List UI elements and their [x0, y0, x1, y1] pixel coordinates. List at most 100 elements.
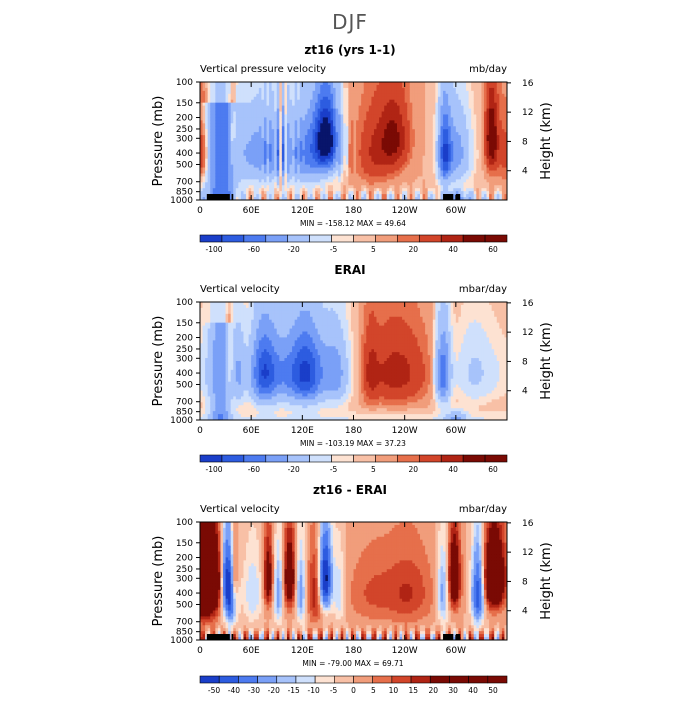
heatmap-cell [410, 162, 413, 165]
heatmap-cell [213, 135, 216, 138]
heatmap-cell [310, 120, 313, 123]
heatmap-cell [410, 112, 413, 115]
heatmap-cell [469, 123, 472, 126]
heatmap-cell [389, 88, 392, 91]
heatmap-cell [387, 147, 390, 150]
heatmap-cell [307, 153, 310, 156]
heatmap-cell [471, 176, 474, 179]
heatmap-cell [302, 138, 305, 141]
heatmap-cell [382, 120, 385, 123]
heatmap-cell [318, 171, 321, 174]
heatmap-cell [300, 185, 303, 188]
heatmap-cell [417, 179, 420, 182]
heatmap-cell [310, 103, 313, 106]
heatmap-cell [492, 126, 495, 129]
heatmap-cell [343, 162, 346, 165]
heatmap-cell [325, 103, 328, 106]
heatmap-cell [435, 132, 438, 135]
heatmap-cell [254, 144, 257, 147]
heatmap-cell [348, 114, 351, 117]
heatmap-cell [453, 123, 456, 126]
colorbar-box [354, 235, 376, 242]
heatmap-cell [415, 159, 418, 162]
heatmap-cell [446, 103, 449, 106]
heatmap-cell [343, 156, 346, 159]
heatmap-cell [231, 106, 234, 109]
heatmap-cell [325, 165, 328, 168]
heatmap-cell [351, 153, 354, 156]
heatmap-cell [341, 114, 344, 117]
heatmap-cell [384, 185, 387, 188]
heatmap-cell [497, 135, 500, 138]
heatmap-cell [433, 103, 436, 106]
heatmap-cell [499, 100, 502, 103]
heatmap-cell [220, 147, 223, 150]
heatmap-cell [397, 182, 400, 185]
heatmap-cell [443, 153, 446, 156]
heatmap-cell [392, 97, 395, 100]
heatmap-cell [325, 114, 328, 117]
heatmap-cell [213, 129, 216, 132]
heatmap-cell [410, 173, 413, 176]
heatmap-cell [238, 135, 241, 138]
heatmap-cell [433, 179, 436, 182]
heatmap-cell [456, 129, 459, 132]
heatmap-cell [295, 194, 298, 197]
heatmap-cell [236, 120, 239, 123]
heatmap-cell [387, 100, 390, 103]
heatmap-cell [456, 97, 459, 100]
heatmap-cell [377, 94, 380, 97]
heatmap-cell [402, 106, 405, 109]
heatmap-cell [474, 171, 477, 174]
heatmap-cell [412, 123, 415, 126]
heatmap-cell [394, 194, 397, 197]
heatmap-cell [466, 103, 469, 106]
heatmap-cell [415, 176, 418, 179]
heatmap-cell [236, 171, 239, 174]
heatmap-cell [361, 147, 364, 150]
heatmap-cell [397, 150, 400, 153]
heatmap-cell [210, 82, 213, 85]
heatmap-cell [233, 141, 236, 144]
heatmap-cell [382, 126, 385, 129]
heatmap-cell [479, 117, 482, 120]
heatmap-cell [484, 94, 487, 97]
heatmap-cell [264, 150, 267, 153]
heatmap-cell [438, 156, 441, 159]
heatmap-cell [438, 85, 441, 88]
heatmap-cell [330, 171, 333, 174]
heatmap-cell [389, 179, 392, 182]
heatmap-cell [379, 147, 382, 150]
heatmap-cell [251, 114, 254, 117]
heatmap-cell [218, 106, 221, 109]
heatmap-cell [203, 194, 206, 197]
heatmap-cell [238, 112, 241, 115]
heatmap-cell [259, 188, 262, 191]
heatmap-cell [364, 153, 367, 156]
heatmap-cell [297, 159, 300, 162]
heatmap-cell [369, 112, 372, 115]
heatmap-cell [359, 168, 362, 171]
heatmap-cell [272, 179, 275, 182]
heatmap-cell [481, 135, 484, 138]
heatmap-cell [392, 117, 395, 120]
heatmap-cell [325, 85, 328, 88]
heatmap-cell [300, 103, 303, 106]
heatmap-cell [489, 112, 492, 115]
heatmap-cell [453, 165, 456, 168]
heatmap-cell [440, 88, 443, 91]
heatmap-cell [205, 379, 208, 382]
heatmap-cell [261, 123, 264, 126]
heatmap-cell [476, 191, 479, 194]
heatmap-cell [203, 97, 206, 100]
heatmap-cell [203, 382, 206, 385]
heatmap-cell [476, 147, 479, 150]
heatmap-cell [356, 94, 359, 97]
heatmap-cell [389, 188, 392, 191]
heatmap-cell [325, 100, 328, 103]
heatmap-cell [318, 123, 321, 126]
heatmap-cell [435, 150, 438, 153]
heatmap-cell [297, 188, 300, 191]
heatmap-cell [359, 173, 362, 176]
heatmap-cell [461, 88, 464, 91]
